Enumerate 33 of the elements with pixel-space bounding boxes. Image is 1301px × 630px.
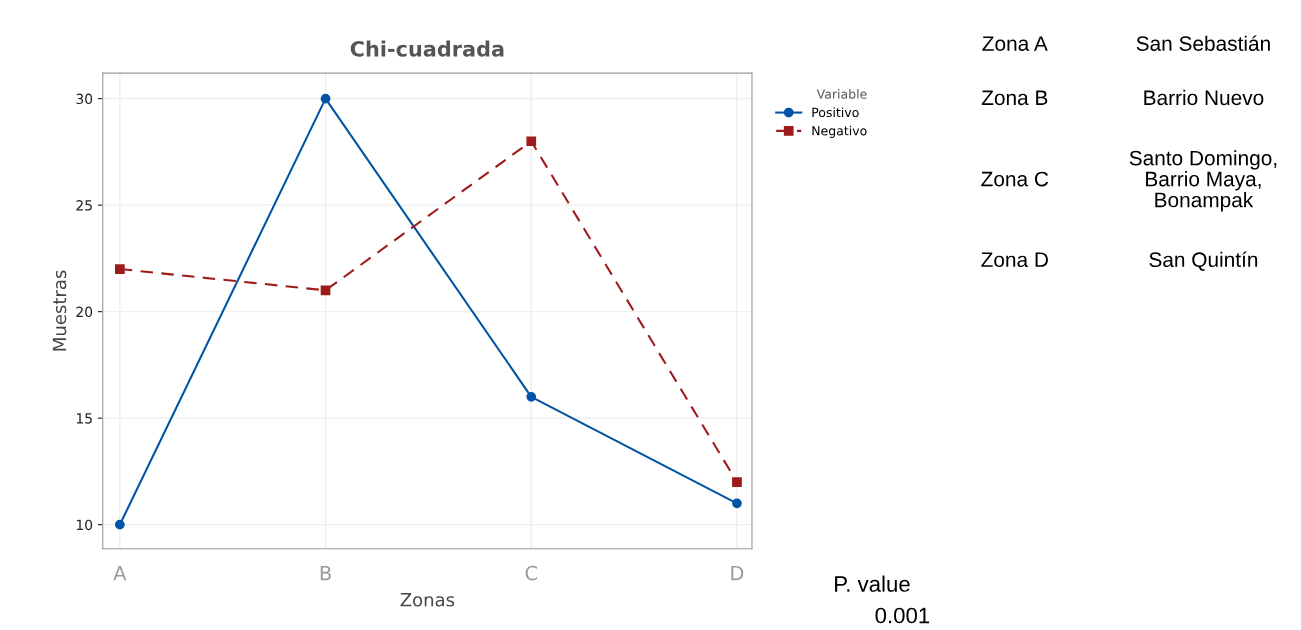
y-tick-label: 15 <box>76 413 92 424</box>
text: P. value <box>835 575 910 592</box>
x-tick-label: D <box>731 566 744 581</box>
legend-label: Positivo <box>812 107 859 118</box>
x-tick-label: C <box>525 565 537 581</box>
y-tick-label: 10 <box>76 519 93 531</box>
y-tick-label: 25 <box>76 200 92 211</box>
y-axis-title: Muestras <box>52 270 67 351</box>
point <box>320 285 331 296</box>
x-axis-title: Zonas <box>400 593 455 607</box>
text: Zona B <box>981 90 1048 106</box>
x-tick-label: A <box>113 566 127 581</box>
y-tick-label: 20 <box>76 306 93 318</box>
text: Zona D <box>981 252 1048 268</box>
point <box>732 498 742 509</box>
point <box>320 93 331 104</box>
text: Zona A <box>982 36 1048 51</box>
point <box>526 136 537 147</box>
x-tick-label: B <box>320 566 331 581</box>
point <box>114 519 125 530</box>
point <box>526 391 537 402</box>
text: Santo Domingo, Barrio Maya, Bonampak <box>1129 150 1277 212</box>
y-tick-label: 30 <box>76 93 93 105</box>
legend-label: Negativo <box>812 125 867 138</box>
chart-title: Chi-cuadrada <box>350 40 504 57</box>
text: San Sebastián <box>1136 35 1270 51</box>
point <box>114 264 125 274</box>
legend-title: Variable <box>816 89 867 99</box>
text: San Quintín <box>1149 251 1258 271</box>
text: Barrio Nuevo <box>1144 89 1264 106</box>
text: 0.001 <box>875 607 930 624</box>
text: Zona C <box>981 171 1049 187</box>
point <box>732 477 742 487</box>
